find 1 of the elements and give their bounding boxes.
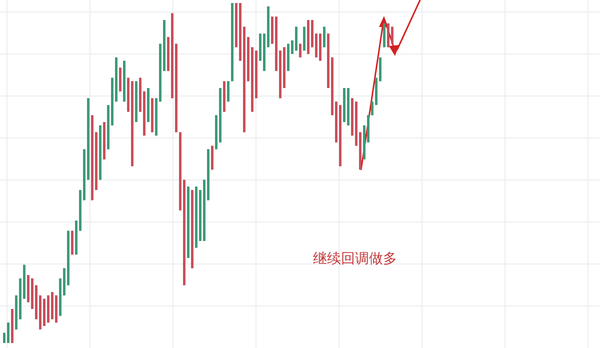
annotation: 继续回调做多	[313, 251, 397, 267]
